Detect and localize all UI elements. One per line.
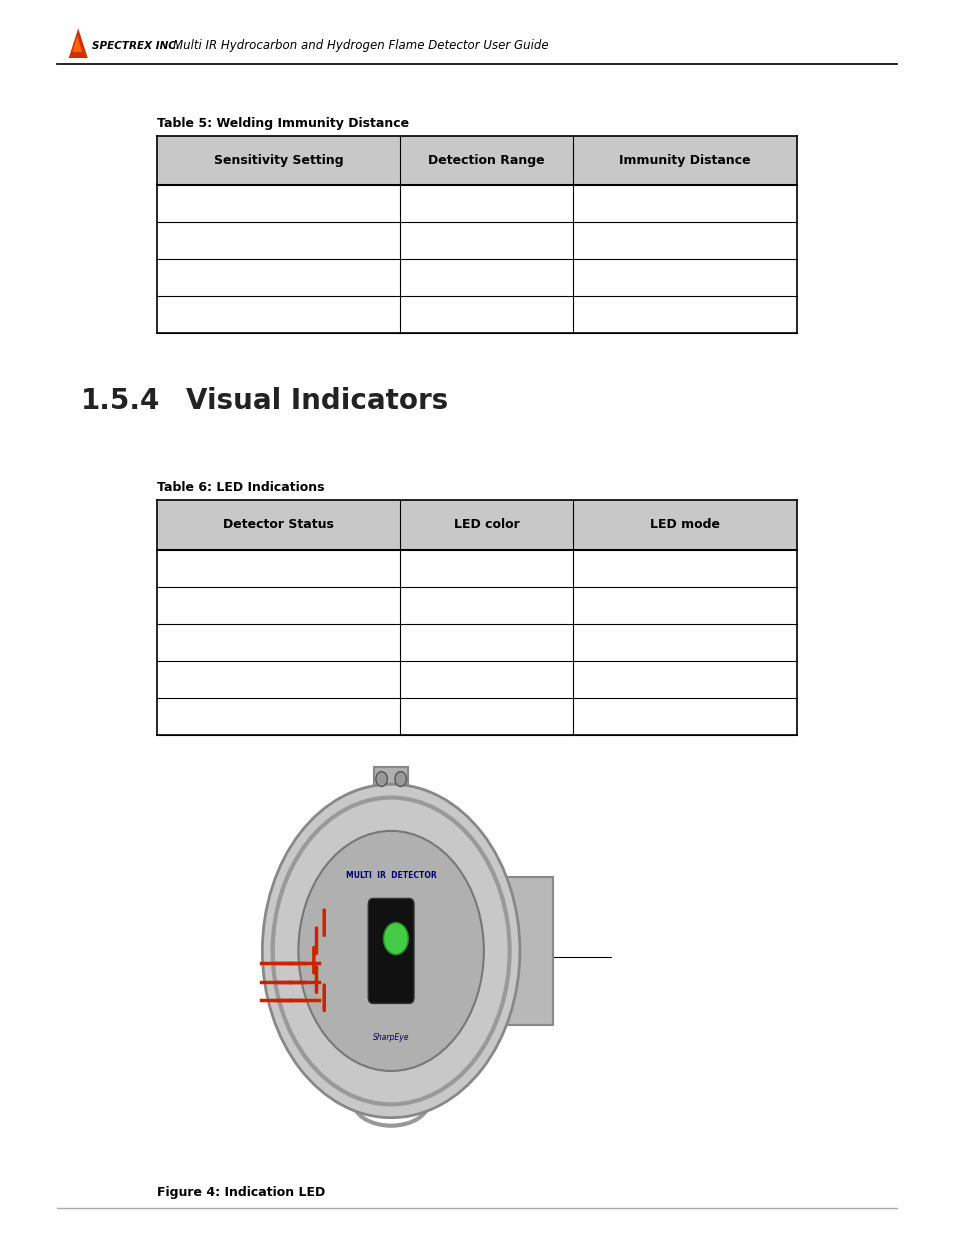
Circle shape	[383, 923, 408, 955]
Text: Immunity Distance: Immunity Distance	[618, 154, 750, 167]
Bar	[157, 500, 400, 550]
Bar	[500, 877, 553, 1025]
Text: SPECTREX INC.: SPECTREX INC.	[91, 41, 179, 51]
Text: SharpEye: SharpEye	[373, 1034, 409, 1042]
FancyBboxPatch shape	[368, 899, 414, 1004]
Polygon shape	[72, 36, 82, 52]
Text: Table 5: Welding Immunity Distance: Table 5: Welding Immunity Distance	[157, 116, 409, 130]
Text: Table 6: LED Indications: Table 6: LED Indications	[157, 480, 325, 494]
Circle shape	[375, 772, 387, 787]
Bar	[400, 500, 572, 550]
Text: Multi IR Hydrocarbon and Hydrogen Flame Detector User Guide: Multi IR Hydrocarbon and Hydrogen Flame …	[172, 40, 548, 52]
Circle shape	[395, 772, 406, 787]
Bar	[572, 136, 796, 185]
Text: Detection Range: Detection Range	[428, 154, 544, 167]
Bar	[400, 136, 572, 185]
Bar	[157, 136, 400, 185]
Text: Figure 4: Indication LED: Figure 4: Indication LED	[157, 1186, 325, 1199]
Text: Detector Status: Detector Status	[223, 519, 334, 531]
Text: LED color: LED color	[454, 519, 519, 531]
Text: 1.5.4: 1.5.4	[81, 388, 160, 415]
Circle shape	[298, 831, 483, 1071]
Bar	[572, 500, 796, 550]
Text: MULTI  IR  DETECTOR: MULTI IR DETECTOR	[345, 872, 436, 881]
Text: Sensitivity Setting: Sensitivity Setting	[213, 154, 343, 167]
Bar	[374, 767, 408, 804]
Circle shape	[262, 784, 519, 1118]
Text: Visual Indicators: Visual Indicators	[186, 388, 448, 415]
Text: LED mode: LED mode	[649, 519, 719, 531]
Polygon shape	[69, 28, 88, 58]
